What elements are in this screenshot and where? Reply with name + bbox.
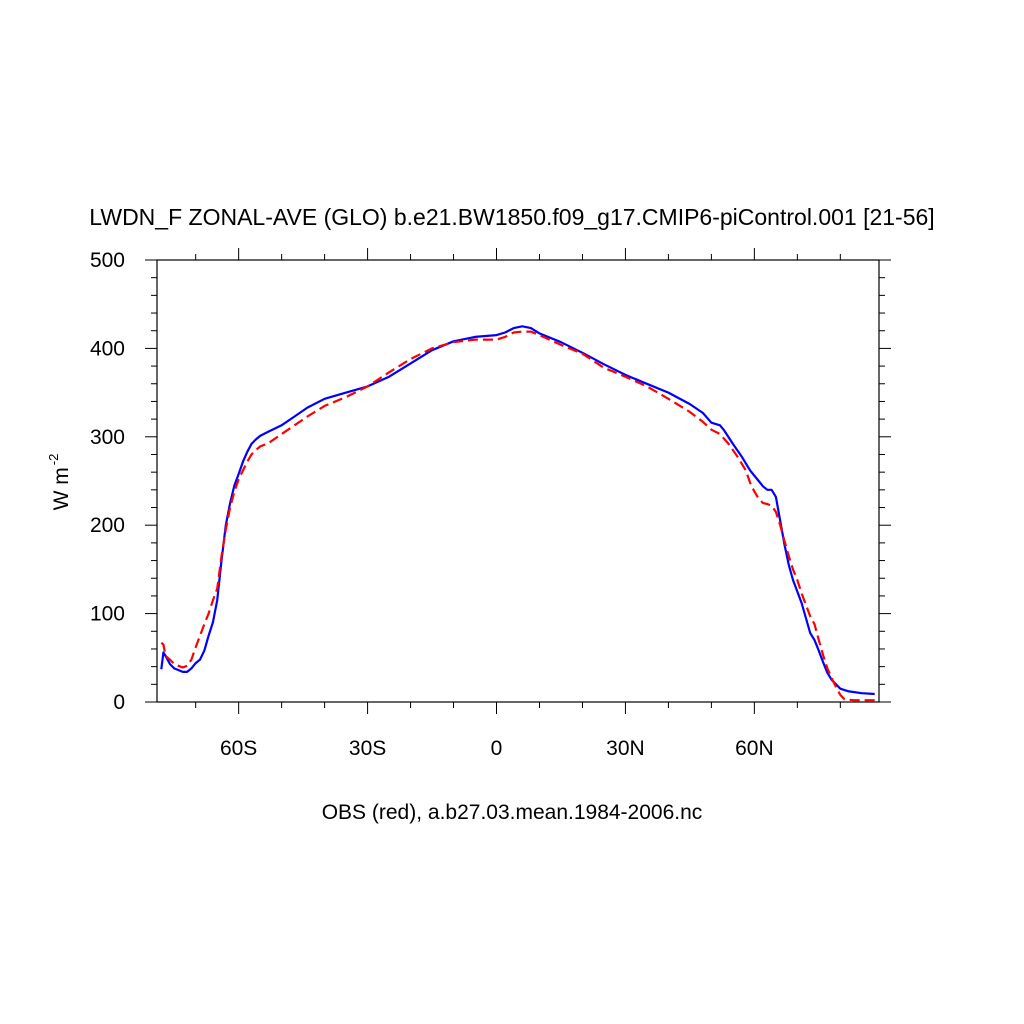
x-tick-labels: 60S 30S 0 30N 60N — [220, 737, 774, 760]
x-tick-label: 60N — [735, 737, 774, 760]
y-tick-label: 500 — [90, 249, 125, 272]
x-tick-label: 30S — [349, 737, 386, 760]
y-tick-label: 0 — [113, 691, 125, 714]
y-axis-label-text: W m — [50, 467, 73, 510]
x-axis-label: OBS (red), a.b27.03.mean.1984-2006.nc — [322, 801, 703, 824]
obs-series-line — [160, 330, 875, 702]
y-axis-label: W m-2 — [46, 454, 73, 511]
y-tick-label: 400 — [90, 337, 125, 360]
chart-title: LWDN_F ZONAL-AVE (GLO) b.e21.BW1850.f09_… — [89, 204, 934, 230]
y-tick-label: 200 — [90, 514, 125, 537]
x-tick-label: 30N — [606, 737, 645, 760]
svg-text:W m-2: W m-2 — [46, 454, 73, 511]
plot-frame — [156, 259, 880, 703]
axis-ticks — [145, 248, 891, 714]
y-tick-labels: 0 100 200 300 400 500 — [90, 249, 125, 714]
x-tick-label: 60S — [220, 737, 257, 760]
series-layer — [160, 325, 875, 702]
y-tick-label: 300 — [90, 426, 125, 449]
x-tick-label: 0 — [491, 737, 503, 760]
y-tick-label: 100 — [90, 603, 125, 626]
y-axis-label-superscript: -2 — [46, 454, 61, 466]
model-series-line — [160, 325, 875, 696]
